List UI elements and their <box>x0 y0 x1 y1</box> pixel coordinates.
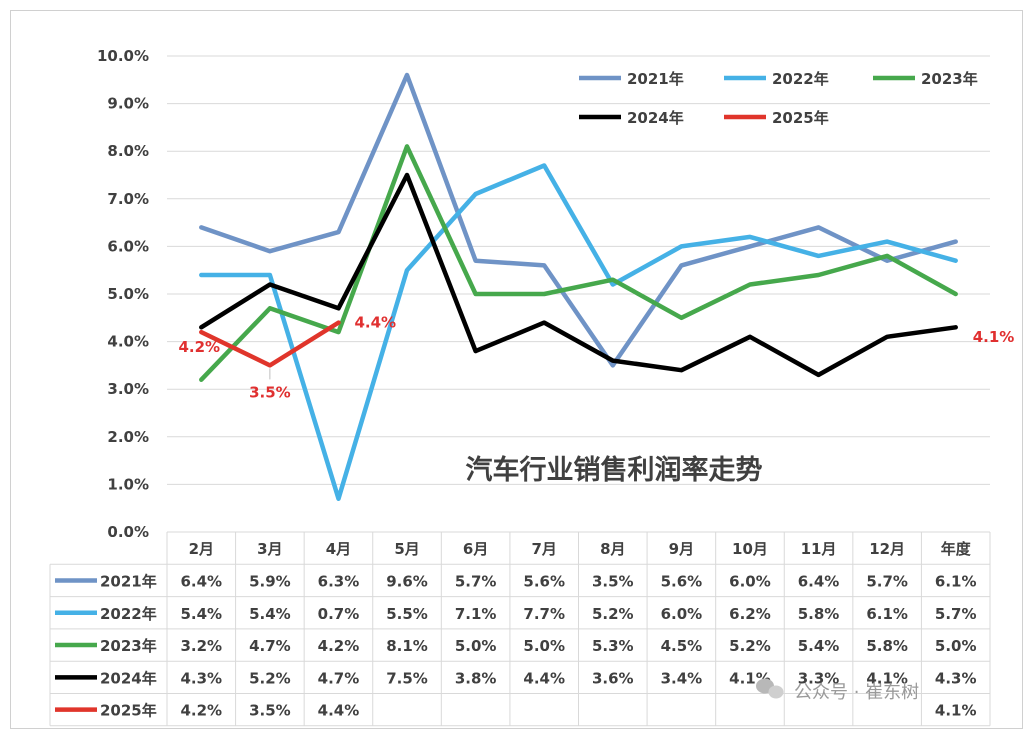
table-cell: 5.6% <box>661 572 703 590</box>
table-cell: 6.3% <box>318 572 360 590</box>
table-cell: 5.7% <box>455 572 497 590</box>
table-cell: 4.5% <box>661 637 703 655</box>
table-cell: 5.4% <box>798 637 840 655</box>
row-header: 2024年 <box>100 669 157 687</box>
table-cell: 5.8% <box>798 605 840 623</box>
y-tick-label: 5.0% <box>107 285 149 303</box>
row-header: 2023年 <box>100 637 157 655</box>
table-cell: 5.4% <box>180 605 222 623</box>
x-tick-label: 年度 <box>941 540 972 558</box>
table-cell: 6.1% <box>935 572 977 590</box>
table-cell: 7.7% <box>523 605 565 623</box>
table-cell: 6.0% <box>729 572 771 590</box>
table-cell: 4.2% <box>180 702 222 720</box>
x-tick-label: 12月 <box>869 540 905 558</box>
table-cell: 5.0% <box>455 637 497 655</box>
table-cell: 7.1% <box>455 605 497 623</box>
table-cell: 5.2% <box>729 637 771 655</box>
table-cell: 5.2% <box>249 669 291 687</box>
chart-title: 汽车行业销售利润率走势 <box>466 454 763 486</box>
y-tick-label: 1.0% <box>107 475 149 493</box>
table-cell: 3.2% <box>180 637 222 655</box>
table-cell: 3.3% <box>798 669 840 687</box>
table-cell: 5.0% <box>935 637 977 655</box>
table-cell: 5.7% <box>866 572 908 590</box>
x-tick-label: 8月 <box>600 540 625 558</box>
y-tick-label: 7.0% <box>107 190 149 208</box>
table-cell: 5.7% <box>935 605 977 623</box>
row-header: 2022年 <box>100 605 157 623</box>
y-tick-label: 9.0% <box>107 95 149 113</box>
table-cell: 0.7% <box>318 605 360 623</box>
x-tick-label: 4月 <box>326 540 351 558</box>
y-tick-label: 2.0% <box>107 428 149 446</box>
series-line-2025年 <box>199 320 341 368</box>
table-cell: 5.6% <box>523 572 565 590</box>
table-cell: 6.0% <box>661 605 703 623</box>
data-label-2025: 4.1% <box>973 328 1015 346</box>
table-cell: 4.7% <box>249 637 291 655</box>
y-tick-label: 3.0% <box>107 380 149 398</box>
table-cell: 3.6% <box>592 669 634 687</box>
table-cell: 3.4% <box>661 669 703 687</box>
series-line-2021年 <box>199 72 958 368</box>
x-tick-label: 5月 <box>394 540 419 558</box>
table-cell: 3.5% <box>592 572 634 590</box>
legend-label: 2021年 <box>627 70 684 88</box>
table-cell: 3.8% <box>455 669 497 687</box>
table-cell: 4.3% <box>935 669 977 687</box>
table-cell: 8.1% <box>386 637 428 655</box>
legend-label: 2022年 <box>772 70 829 88</box>
chart-frame: 0.0% 1.0% 2.0% 3.0% 4.0% 5.0% 6.0% 7.0% 8.0% 9.0%… <box>10 10 1023 729</box>
y-tick-label: 10.0% <box>97 47 149 65</box>
row-header: 2025年 <box>100 702 157 720</box>
x-tick-label: 6月 <box>463 540 488 558</box>
x-tick-label: 11月 <box>801 540 837 558</box>
table-cell: 4.1% <box>935 702 977 720</box>
watermark-text: 公众号 · 崔东树 <box>794 682 919 703</box>
table-cell: 6.4% <box>798 572 840 590</box>
legend-label: 2025年 <box>772 109 829 127</box>
table-cell: 3.5% <box>249 702 291 720</box>
x-tick-label: 7月 <box>531 540 556 558</box>
table-cell: 5.4% <box>249 605 291 623</box>
table-cell: 6.2% <box>729 605 771 623</box>
table-cell: 5.2% <box>592 605 634 623</box>
table-cell: 5.3% <box>592 637 634 655</box>
x-tick-label: 2月 <box>189 540 214 558</box>
table-cell: 4.7% <box>318 669 360 687</box>
table-cell: 5.8% <box>866 637 908 655</box>
wechat-icon <box>756 678 784 699</box>
table-cell: 4.4% <box>523 669 565 687</box>
line-chart: 0.0% 1.0% 2.0% 3.0% 4.0% 5.0% 6.0% 7.0% 8.0% 9.0%… <box>49 47 1015 727</box>
watermark: 公众号 · 崔东树 <box>756 678 919 703</box>
x-tick-label: 9月 <box>669 540 694 558</box>
y-tick-label: 8.0% <box>107 142 149 160</box>
legend-label: 2024年 <box>627 109 684 127</box>
series-line-2024年 <box>199 172 958 378</box>
y-tick-label: 0.0% <box>107 523 149 541</box>
table-cell: 4.3% <box>180 669 222 687</box>
y-tick-label: 4.0% <box>107 333 149 351</box>
data-label-2025: 4.2% <box>178 338 220 356</box>
table-cell: 6.1% <box>866 605 908 623</box>
y-tick-label: 6.0% <box>107 237 149 255</box>
legend-label: 2023年 <box>921 70 978 88</box>
table-cell: 4.1% <box>866 669 908 687</box>
series-line-2022年 <box>199 163 958 501</box>
data-label-2025: 3.5% <box>249 383 291 401</box>
table-cell: 7.5% <box>386 669 428 687</box>
x-tick-label: 3月 <box>257 540 282 558</box>
table-cell: 5.0% <box>523 637 565 655</box>
table-cell: 4.2% <box>318 637 360 655</box>
table-cell: 4.4% <box>318 702 360 720</box>
table-cell: 5.9% <box>249 572 291 590</box>
data-label-2025: 4.4% <box>354 314 396 332</box>
table-cell: 6.4% <box>180 572 222 590</box>
x-tick-label: 10月 <box>732 540 768 558</box>
series-line-2023年 <box>199 144 958 382</box>
table-cell: 5.5% <box>386 605 428 623</box>
table-cell: 9.6% <box>386 572 428 590</box>
row-header: 2021年 <box>100 572 157 590</box>
